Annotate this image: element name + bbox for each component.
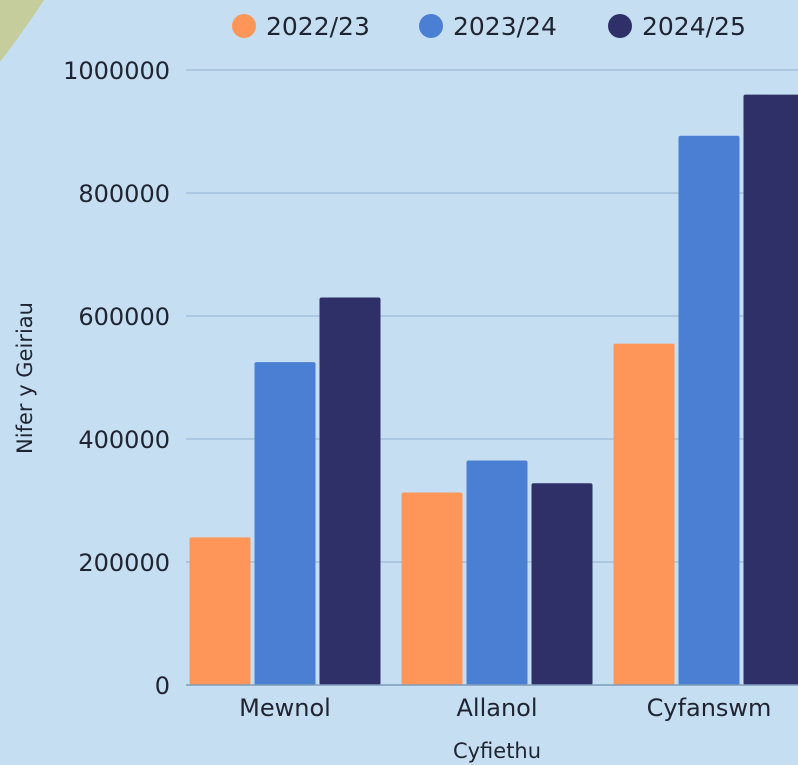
legend: 2022/23 2023/24 2024/25: [232, 12, 746, 41]
x-tick-label: Mewnol: [239, 694, 331, 722]
legend-label: 2022/23: [266, 12, 370, 41]
legend-item: 2022/23: [232, 12, 370, 41]
bar-mewnol-2022-23: [189, 537, 251, 685]
legend-label: 2024/25: [642, 12, 746, 41]
bars: [189, 94, 798, 685]
y-tick-label: 0: [155, 672, 170, 700]
bar-allanol-2022-23: [401, 492, 463, 685]
corner-decoration: [0, 0, 44, 62]
legend-item: 2024/25: [608, 12, 746, 41]
y-tick-label: 600000: [78, 303, 170, 331]
x-axis-title: Cyfiethu: [453, 739, 541, 763]
legend-item: 2023/24: [419, 12, 557, 41]
bar-cyfanswm-2023-24: [678, 135, 740, 685]
x-tick-label: Allanol: [456, 694, 537, 722]
bar-allanol-2024-25: [531, 483, 593, 685]
bar-cyfanswm-2022-23: [613, 343, 675, 685]
y-tick-label: 800000: [78, 180, 170, 208]
y-axis-tick-labels: 0 200000 400000 600000 800000 1000000: [63, 57, 170, 700]
y-axis-title: Nifer y Geiriau: [13, 302, 37, 454]
bar-allanol-2023-24: [466, 460, 528, 685]
x-tick-label: Cyfanswm: [647, 694, 772, 722]
legend-marker: [419, 14, 443, 38]
bar-cyfanswm-2024-25: [743, 94, 798, 685]
legend-marker: [232, 14, 256, 38]
y-tick-label: 200000: [78, 549, 170, 577]
legend-marker: [608, 14, 632, 38]
y-tick-label: 1000000: [63, 57, 170, 85]
legend-label: 2023/24: [453, 12, 557, 41]
y-tick-label: 400000: [78, 426, 170, 454]
bar-mewnol-2024-25: [319, 297, 381, 685]
x-axis-tick-labels: Mewnol Allanol Cyfanswm: [239, 694, 771, 722]
bar-mewnol-2023-24: [254, 362, 316, 685]
